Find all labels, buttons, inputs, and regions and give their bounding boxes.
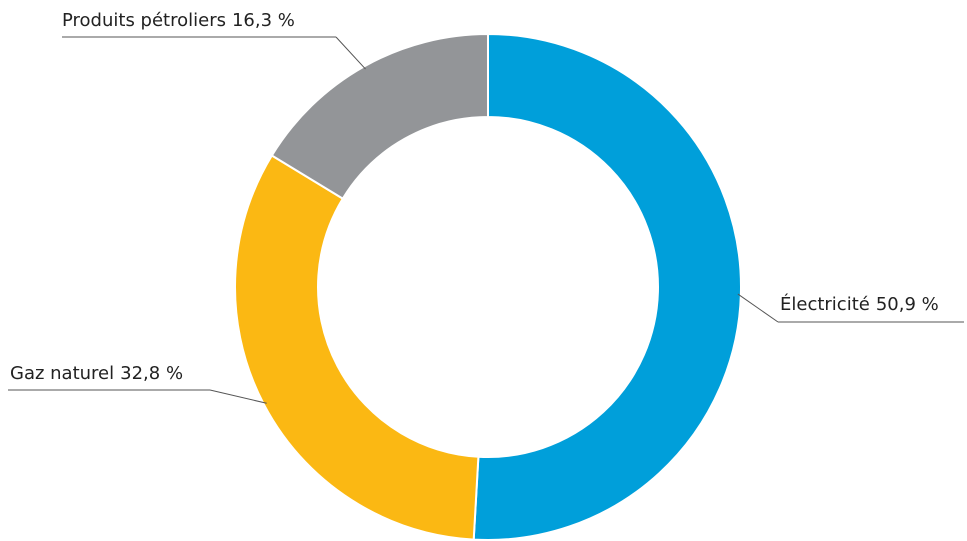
leader-line (8, 389, 267, 404)
value-label: 16,3 % (232, 10, 295, 31)
category-label: Gaz naturel (10, 363, 114, 384)
value-label: 50,9 % (876, 294, 939, 315)
slice-label: Gaz naturel 32,8 % (10, 363, 183, 384)
leader-line (62, 36, 366, 70)
slice-label: Produits pétroliers 16,3 % (62, 10, 295, 31)
donut-segment (472, 32, 742, 541)
slice-label: Électricité 50,9 % (780, 293, 939, 315)
value-label: 32,8 % (120, 363, 183, 384)
leader-line (737, 293, 964, 323)
category-label: Produits pétroliers (62, 10, 226, 31)
category-label: Électricité (780, 293, 870, 315)
donut-segment (270, 32, 489, 201)
donut-segment (234, 154, 480, 541)
